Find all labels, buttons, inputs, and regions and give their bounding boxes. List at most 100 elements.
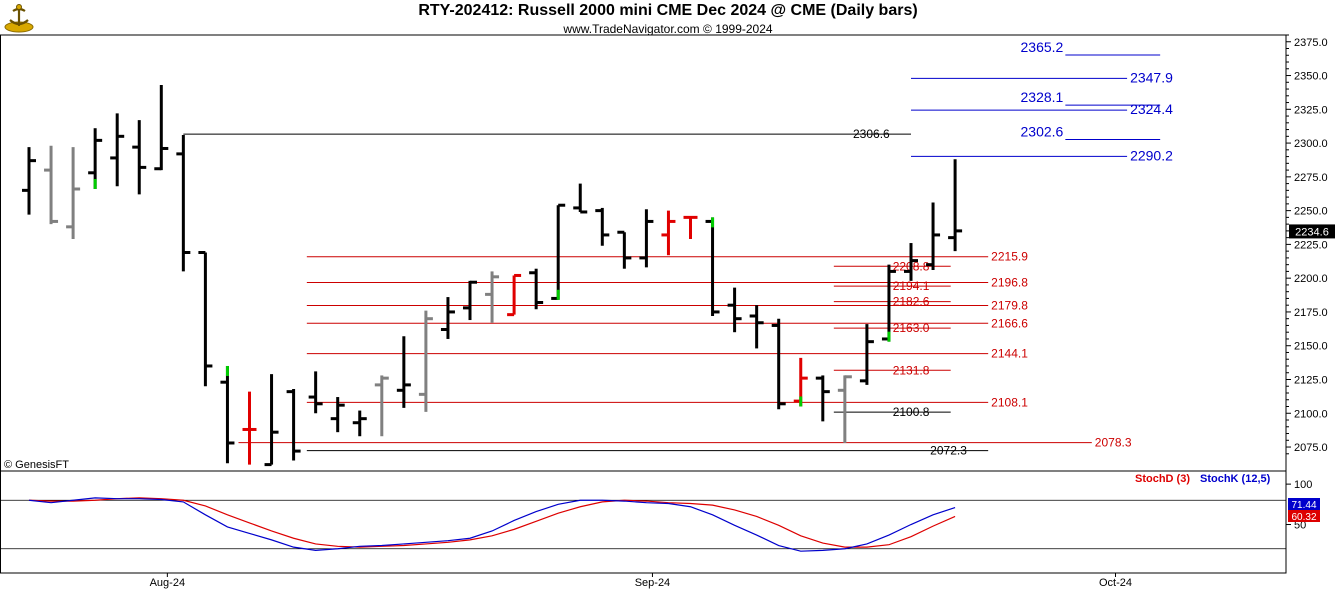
price-bar [154,84,169,171]
y-tick-label: 2325.0 [1294,104,1328,116]
level-label: 2108.1 [991,395,1028,409]
price-bars [22,84,963,467]
y-tick-label: 2375.0 [1294,37,1328,49]
level-label: 2306.6 [853,127,890,141]
x-tick-label: Sep-24 [635,577,670,589]
level-label: 2347.9 [1130,69,1173,85]
price-bar [418,310,433,412]
price-bar [66,147,81,239]
price-bar [485,271,500,323]
level-label: 2196.8 [991,275,1028,289]
level-label: 2100.8 [893,405,930,419]
price-bar [440,297,455,339]
stochK-legend: StochK (12,5) [1200,473,1271,485]
x-tick-label: Oct-24 [1099,577,1132,589]
price-bar [595,207,610,246]
price-bar [176,134,191,272]
price-bar [837,375,852,443]
level-label: 2324.4 [1130,101,1173,117]
price-bar [948,159,963,252]
price-bar [661,210,676,256]
level-label: 2179.8 [991,298,1028,312]
price-bar [352,410,367,437]
stoch-tick-label: 50 [1294,520,1306,532]
price-axis: 2375.0 2350.0 2325.0 2300.0 2275.0 2250.0 2225… [1286,34,1335,455]
stoch-last-box [1288,498,1320,510]
chart-title: RTY-202412: Russell 2000 mini CME Dec 20… [418,2,918,19]
y-tick-label: 2200.0 [1294,273,1328,285]
y-tick-label: 2225.0 [1294,239,1328,251]
x-tick-label: Aug-24 [150,577,185,589]
price-bar [617,230,632,269]
y-tick-label: 2150.0 [1294,341,1328,353]
stoch-tick-label: 100 [1294,479,1312,491]
level-label: 2302.6 [1021,124,1064,140]
stoch-last-label: 60.32 [1291,512,1316,523]
price-levels: 2365.2 2347.9 2328.1 2324.4 2306.6 2302.6 2290… [183,39,1173,458]
level-label: 2078.3 [1095,436,1132,450]
price-bar [286,388,301,461]
price-bar [749,305,764,349]
y-tick-label: 2075.0 [1294,442,1328,454]
price-bar [881,264,896,342]
price-bar [926,202,941,271]
last-price-box [1289,224,1335,239]
trade-navigator-logo-icon [4,4,34,33]
level-label: 2194.1 [893,279,930,293]
price-bar [573,183,588,214]
level-label: 2131.8 [893,363,930,377]
level-label: 2163.0 [893,321,930,335]
price-bar [529,268,544,310]
date-axis: Aug-24 Sep-24 Oct-24 [150,573,1132,589]
level-label: 2072.3 [930,444,967,458]
y-tick-label: 2275.0 [1294,172,1328,184]
price-bar [330,397,345,433]
price-bar [220,365,235,464]
plot-border [0,34,1287,574]
price-bar [374,375,389,437]
price-bar [44,145,59,225]
price-bar [308,371,323,414]
level-label: 2144.1 [991,347,1028,361]
price-bar [639,209,654,268]
price-bar [683,215,698,239]
price-bar [463,280,477,321]
price-bar [815,375,830,422]
price-bar [705,217,720,316]
price-bar [904,243,918,281]
y-tick-label: 2175.0 [1294,307,1328,319]
price-bar [88,128,103,190]
stochD-legend: StochD (3) [1135,473,1190,485]
y-tick-label: 2125.0 [1294,374,1328,386]
stoch-last-label: 71.44 [1291,500,1316,511]
price-bar [793,357,808,407]
price-bar [242,391,257,465]
level-label: 2365.2 [1021,39,1064,55]
price-bar [110,113,125,187]
watermark: © GenesisFT [4,459,69,471]
price-bar [727,287,742,333]
price-bar [264,374,279,467]
chart-subtitle: www.TradeNavigator.com © 1999-2024 [563,22,773,36]
y-tick-label: 2100.0 [1294,408,1328,420]
price-bar [551,203,566,300]
price-bar [859,324,874,385]
level-label: 2182.6 [893,295,930,309]
chart-frame [0,34,1287,574]
price-bar [198,251,213,387]
price-bar [132,120,147,195]
stoch-series-line [28,497,956,552]
price-bar [771,318,786,410]
price-bar [507,273,522,317]
price-bar [22,147,36,215]
level-label: 2290.2 [1130,147,1173,163]
stoch-last-box [1288,510,1320,522]
stoch-series-line [28,497,956,548]
level-label: 2166.6 [991,316,1028,330]
y-tick-label: 2250.0 [1294,206,1328,218]
y-tick-label: 2350.0 [1294,71,1328,83]
last-price-label: 2234.6 [1295,226,1329,238]
level-label: 2215.9 [991,250,1028,264]
y-tick-label: 2300.0 [1294,138,1328,150]
